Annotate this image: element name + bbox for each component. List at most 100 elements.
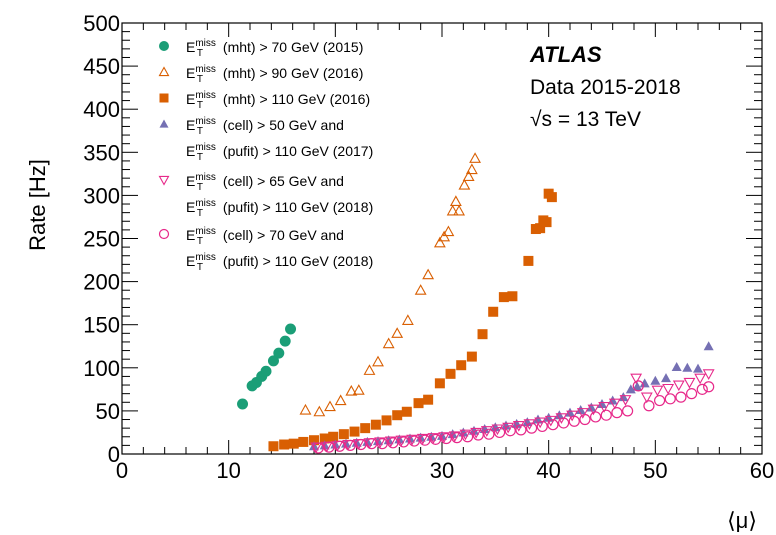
data-point: [536, 420, 548, 433]
data-point: [360, 423, 371, 434]
data-point: [440, 432, 452, 445]
legend-label: Emiss T (pufit) > 110 GeV (2018): [186, 198, 373, 219]
legend-label: Emiss T (cell) > 50 GeV and: [186, 116, 344, 137]
legend-marker: [158, 175, 170, 186]
data-point: [376, 438, 388, 450]
data-point: [260, 365, 272, 377]
y-tick-label: 200: [83, 270, 120, 295]
data-point: [423, 394, 434, 405]
series: [299, 152, 482, 417]
data-point: [598, 402, 611, 413]
data-point: [523, 255, 534, 266]
data-point: [597, 399, 607, 409]
data-point: [334, 440, 346, 452]
y-tick-label: 300: [83, 183, 120, 208]
energy-label: √s = 13 TeV: [530, 108, 641, 131]
data-point: [268, 441, 279, 452]
data-point: [445, 368, 456, 379]
data-point: [587, 404, 600, 416]
data-point: [619, 395, 632, 406]
data-point: [611, 407, 623, 419]
data-point: [504, 425, 516, 437]
dataset-label: Data 2015-2018: [530, 76, 681, 99]
data-point: [381, 415, 392, 426]
legend-marker: [158, 228, 170, 240]
data-point: [469, 425, 479, 435]
data-point: [458, 178, 471, 190]
data-point: [639, 378, 650, 388]
data-point: [328, 431, 339, 442]
x-axis-title: ⟨μ⟩: [727, 508, 757, 533]
data-point: [541, 217, 552, 228]
data-point: [298, 436, 309, 447]
data-point: [515, 424, 527, 436]
data-point: [565, 407, 575, 417]
legend-marker: [158, 66, 170, 77]
x-tick-label: 0: [116, 458, 128, 483]
data-point: [449, 195, 462, 206]
legend: Emiss T (mht) > 70 GeV (2015) Emiss T (mht)…: [158, 38, 373, 273]
y-tick-label: 500: [83, 11, 120, 36]
data-point: [401, 406, 412, 417]
data-point: [469, 152, 482, 163]
data-point: [344, 439, 356, 451]
data-point: [568, 415, 580, 427]
data-point: [672, 380, 685, 392]
series: [268, 188, 557, 452]
data-point: [512, 421, 525, 432]
legend-marker: [159, 93, 169, 103]
data-point: [544, 415, 557, 427]
data-points: [237, 152, 715, 454]
data-point: [586, 402, 597, 412]
legend-label: Emiss T (cell) > 70 GeV and: [186, 226, 344, 247]
data-point: [312, 442, 324, 454]
data-point: [392, 410, 403, 421]
data-point: [703, 381, 715, 393]
x-tick-label: 60: [750, 458, 774, 483]
data-point: [299, 403, 312, 415]
axis-ticks: 0 10 20 30 40 50 60 0 50 100 150 200 250 300 350 400 450…: [83, 11, 774, 483]
data-point: [285, 323, 297, 335]
data-point: [319, 433, 330, 444]
data-point: [662, 383, 675, 395]
data-point: [465, 163, 478, 175]
data-point: [345, 384, 358, 396]
y-tick-label: 50: [96, 399, 120, 424]
data-point: [288, 438, 299, 449]
legend-label: Emiss T (mht) > 70 GeV (2015): [186, 38, 363, 59]
data-point: [675, 391, 687, 403]
data-point: [438, 230, 451, 242]
data-point: [650, 375, 661, 385]
data-point: [352, 384, 365, 395]
legend-label: Emiss T (pufit) > 110 GeV (2017): [186, 142, 373, 163]
data-point: [334, 394, 347, 406]
data-point: [683, 377, 696, 389]
legend-label: Emiss T (mht) > 110 GeV (2016): [186, 90, 370, 111]
x-tick-label: 20: [323, 458, 347, 483]
data-point: [488, 306, 499, 317]
data-point: [372, 355, 384, 367]
data-point: [382, 337, 395, 349]
data-point: [413, 398, 424, 409]
x-tick-label: 30: [430, 458, 454, 483]
data-point: [401, 314, 414, 325]
y-tick-label: 150: [83, 313, 120, 338]
data-point: [338, 429, 349, 440]
data-point: [479, 424, 490, 434]
data-point: [632, 380, 644, 392]
data-point: [323, 441, 335, 453]
data-point: [501, 420, 511, 430]
y-tick-label: 0: [108, 442, 120, 467]
data-point: [433, 236, 446, 248]
y-tick-label: 100: [83, 356, 120, 381]
data-point: [640, 392, 653, 404]
data-point: [309, 435, 319, 446]
data-point: [370, 419, 381, 430]
series: [309, 341, 714, 451]
data-point: [534, 417, 547, 429]
data-point: [576, 408, 589, 419]
data-point: [546, 192, 557, 203]
data-point: [422, 268, 435, 280]
data-point: [490, 422, 501, 432]
data-point: [625, 384, 636, 394]
